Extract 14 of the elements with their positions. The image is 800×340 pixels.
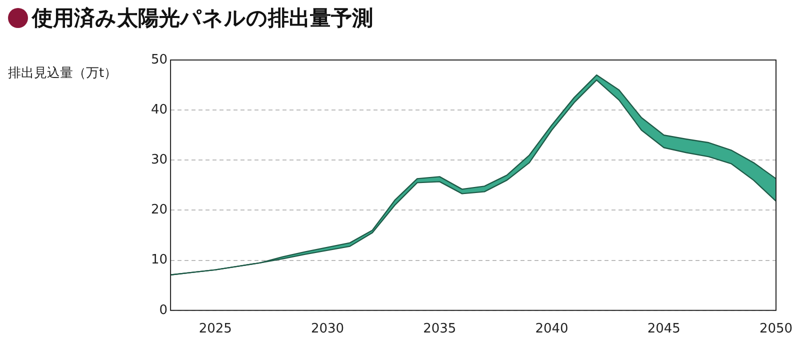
x-tick-label: 2030 <box>310 322 344 337</box>
y-tick-label: 50 <box>150 52 168 68</box>
x-tick-label: 2050 <box>759 322 793 337</box>
y-tick-label: 40 <box>150 102 168 118</box>
x-tick-label: 2045 <box>647 322 680 337</box>
y-axis-title: 排出見込量（万t） <box>8 65 118 82</box>
y-tick-label: 0 <box>159 302 168 318</box>
x-tick-label: 2025 <box>198 322 232 337</box>
y-tick-label: 30 <box>150 152 168 168</box>
y-tick-label: 20 <box>150 202 168 218</box>
x-tick-label: 2040 <box>535 322 568 337</box>
y-tick-label: 10 <box>150 252 168 268</box>
x-tick-label: 2035 <box>423 322 456 337</box>
chart-title: 使用済み太陽光パネルの排出量予測 <box>32 5 373 32</box>
